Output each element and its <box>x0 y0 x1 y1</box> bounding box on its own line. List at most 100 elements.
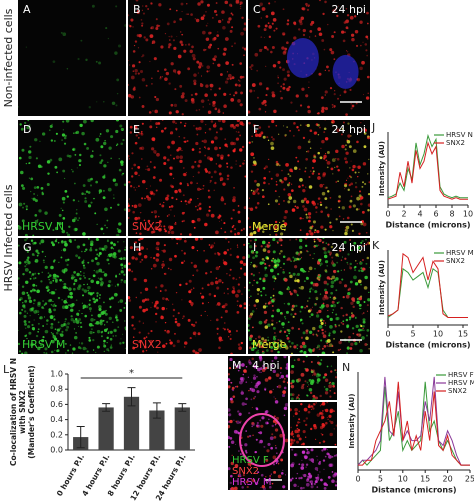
speckle <box>322 334 327 338</box>
speckle <box>265 65 267 67</box>
speckle <box>215 2 218 4</box>
speckle <box>319 201 322 204</box>
speckle <box>276 258 281 263</box>
speckle <box>198 202 202 206</box>
speckle <box>229 397 233 401</box>
speckle <box>43 352 45 354</box>
speckle <box>76 312 80 316</box>
speckle <box>181 299 183 301</box>
speckle <box>312 407 315 410</box>
speckle <box>242 256 246 260</box>
speckle <box>345 113 348 116</box>
speckle <box>273 332 276 334</box>
speckle <box>264 111 267 113</box>
speckle <box>184 140 187 143</box>
speckle <box>49 298 53 302</box>
speckle <box>250 152 255 157</box>
speckle <box>154 303 158 306</box>
speckle <box>328 69 330 72</box>
speckle <box>85 248 88 251</box>
speckle <box>92 291 95 294</box>
x-tick-label: 15 <box>420 475 430 484</box>
speckle <box>261 48 263 51</box>
speckle <box>181 249 183 252</box>
speckle <box>141 179 146 184</box>
speckle <box>167 46 171 49</box>
speckle <box>231 26 234 29</box>
image-content <box>128 238 246 354</box>
speckle <box>99 283 103 287</box>
speckle <box>200 120 204 123</box>
speckle <box>240 376 245 381</box>
speckle <box>322 302 325 305</box>
speckle <box>283 303 286 305</box>
speckle <box>52 60 56 64</box>
speckle <box>154 312 158 316</box>
speckle <box>360 307 362 309</box>
speckle <box>322 319 325 322</box>
speckle <box>241 402 246 406</box>
speckle <box>335 313 338 316</box>
speckle <box>266 343 269 346</box>
speckle <box>34 138 38 142</box>
speckle <box>363 329 365 332</box>
speckle <box>100 145 104 149</box>
speckle <box>171 196 174 200</box>
speckle <box>230 166 233 169</box>
speckle <box>307 5 310 8</box>
speckle <box>136 186 138 189</box>
speckle <box>283 125 285 127</box>
speckle <box>356 333 359 336</box>
speckle <box>329 296 332 299</box>
speckle <box>296 427 299 430</box>
speckle <box>262 248 267 252</box>
speckle <box>34 199 38 203</box>
speckle <box>120 142 124 146</box>
speckle <box>48 310 52 314</box>
speckle <box>264 388 267 391</box>
speckle <box>275 173 280 177</box>
speckle <box>228 467 231 471</box>
speckle <box>305 482 310 487</box>
speckle <box>138 339 142 344</box>
speckle <box>221 10 225 14</box>
speckle <box>163 161 167 166</box>
speckle <box>131 167 134 170</box>
speckle <box>98 268 103 273</box>
speckle <box>223 322 226 324</box>
speckle <box>169 339 171 342</box>
speckle <box>282 262 286 265</box>
speckle <box>210 319 212 321</box>
speckle <box>351 104 355 108</box>
speckle <box>46 182 50 186</box>
speckle <box>317 176 321 180</box>
speckle <box>320 433 322 435</box>
speckle <box>302 218 304 220</box>
speckle <box>221 281 224 284</box>
speckle <box>308 474 313 478</box>
speckle <box>286 22 290 26</box>
speckle <box>99 322 103 326</box>
speckle <box>75 320 80 324</box>
speckle <box>253 304 257 307</box>
speckle <box>272 294 275 297</box>
speckle <box>291 183 293 185</box>
speckle <box>29 277 32 280</box>
speckle <box>167 230 171 234</box>
speckle <box>35 345 37 347</box>
speckle <box>277 75 279 77</box>
speckle <box>310 448 314 452</box>
micrograph <box>248 120 370 236</box>
speckle <box>168 206 171 208</box>
speckle <box>328 345 330 348</box>
speckle <box>333 58 336 61</box>
speckle <box>256 367 261 372</box>
speckle <box>318 462 321 465</box>
speckle <box>283 77 287 81</box>
speckle <box>30 300 32 302</box>
speckle <box>324 378 329 382</box>
speckle <box>320 478 323 482</box>
speckle <box>142 350 145 353</box>
speckle <box>326 449 329 451</box>
speckle <box>275 160 279 164</box>
